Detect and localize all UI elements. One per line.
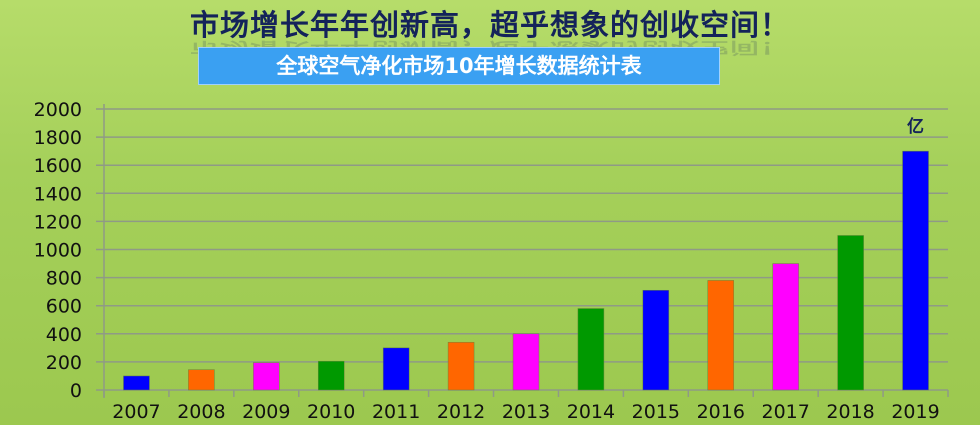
x-tick-label: 2009 <box>242 401 290 423</box>
bar-2019 <box>902 150 929 391</box>
chart-title: 全球空气净化市场10年增长数据统计表 <box>198 47 720 85</box>
x-tick-label: 2010 <box>307 401 355 423</box>
y-tick-label: 1600 <box>34 155 82 177</box>
y-tick-label: 1200 <box>34 211 82 233</box>
y-tick-label: 2000 <box>34 99 82 121</box>
x-tick-label: 2019 <box>891 401 939 423</box>
bar-2013 <box>512 333 540 391</box>
bar-2017 <box>772 263 799 391</box>
y-tick-label: 1400 <box>34 183 82 205</box>
x-tick-label: 2008 <box>177 401 225 423</box>
x-tick-label: 2018 <box>826 401 874 423</box>
x-tick-label: 2016 <box>697 401 745 423</box>
x-tick-label: 2007 <box>112 401 160 423</box>
unit-label: 亿 <box>907 116 924 137</box>
bar-2018 <box>837 235 864 391</box>
bar-2014 <box>577 308 605 391</box>
bar-2012 <box>447 341 475 391</box>
x-tick-label: 2012 <box>437 401 485 423</box>
bar-2015 <box>642 289 670 391</box>
x-tick-label: 2013 <box>502 401 550 423</box>
x-tick-label: 2015 <box>632 401 680 423</box>
bar-2009 <box>253 362 280 391</box>
y-tick-label: 1800 <box>34 127 82 149</box>
bar-2007 <box>123 375 150 391</box>
y-tick-label: 0 <box>70 380 82 402</box>
y-tick-label: 1000 <box>34 240 82 262</box>
y-tick-label: 200 <box>46 352 82 374</box>
x-tick-label: 2011 <box>372 401 420 423</box>
x-tick-label: 2017 <box>762 401 810 423</box>
headline: 市场增长年年创新高，超乎想象的创收空间！ <box>189 8 790 42</box>
bar-2011 <box>382 347 410 391</box>
y-tick-label: 600 <box>46 296 82 318</box>
y-tick-label: 400 <box>46 324 82 346</box>
bar-2016 <box>707 280 735 391</box>
x-tick-label: 2014 <box>567 401 615 423</box>
y-tick-label: 800 <box>46 268 82 290</box>
bar-2010 <box>317 360 345 391</box>
bar-2008 <box>188 369 215 391</box>
